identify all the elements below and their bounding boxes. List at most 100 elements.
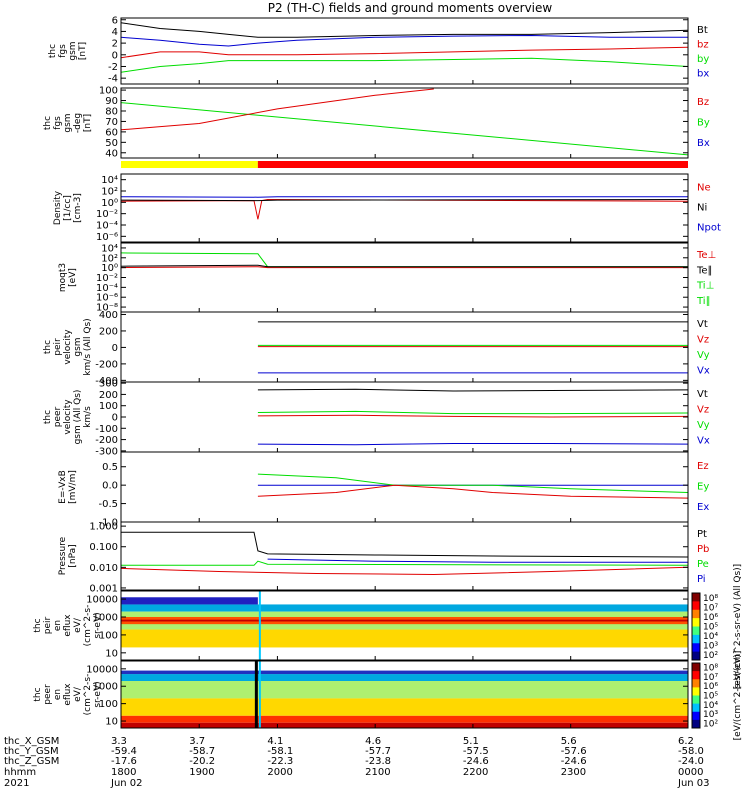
y-tick-label-1: 200 [99,326,118,337]
x-cell-4-0: Jun 02 [110,778,143,789]
colorbar-top-tick-label-4: 10⁴ [703,632,718,642]
y-tick-label-0: 1.000 [89,522,118,533]
heatmap-band-red [121,619,688,622]
y-axis-label-line-6: sr-eV) [93,681,103,707]
colorbar-bottom-swatch-2 [692,679,700,688]
x-cell-4-6: Jun 03 [677,778,710,789]
colorbar-top-tick-label-2: 10⁶ [703,613,718,623]
y-axis-label-line-0: moqt3 [58,263,68,292]
y-tick-label-3: 0 [112,50,118,61]
y-tick-label-1: 200 [99,390,118,401]
x-cell-3-3: 2100 [365,767,390,778]
colorbar-bottom-swatch-4 [692,695,700,705]
x-row-label-1: thc_Y_GSM [4,746,59,757]
colorbar-bottom-swatch-1 [692,671,700,680]
y-axis-label-line-0: E=-VxB [58,470,68,504]
y-axis-label-line-2: [cm-3] [73,193,83,223]
series-line-2 [120,264,688,268]
x-cell-1-5: -57.6 [561,746,587,757]
y-axis-label-line-3: gsm (All Qs) [73,390,83,445]
x-cell-1-4: -57.5 [463,746,489,757]
colorbar-top-tick-label-6: 10² [703,651,718,661]
y-tick-label-5: 10⁻⁶ [96,232,118,243]
legend-entry-2: Pe [697,559,709,570]
y-tick-label-2: 80 [105,106,118,117]
x-cell-0-2: 4.1 [267,736,283,747]
heatmap-band-blue [121,604,688,612]
colorbar-bottom-tick-label-1: 10⁷ [703,673,718,683]
y-tick-label-2: 100 [99,401,118,412]
x-cell-2-4: -24.6 [463,756,489,767]
y-tick-label-5: 10⁻⁶ [96,293,118,304]
heatmap-band-orange [121,715,688,723]
x-cell-3-1: 1900 [189,767,214,778]
series-line-2 [257,414,689,418]
series-line-0 [120,252,688,268]
y-axis-label-line-2: velocity [63,329,73,365]
heatmap-band-navy [121,597,258,605]
x-cell-0-6: 6.2 [678,736,694,747]
panel-frame [120,17,689,85]
y-tick-label-6: 40 [105,148,118,159]
y-axis-label-line-0: thc [43,410,53,424]
y-axis-label-line-1: [eV] [68,268,78,287]
legend-entry-0: Vt [697,389,708,400]
colorbar-bottom-frame [691,662,701,729]
colorbar-top-frame [691,592,701,661]
y-axis-label-line-5: (cm^2-s- [83,605,93,647]
series-line-1 [120,34,688,47]
series-line-2 [120,199,689,202]
y-tick-label-3: 0 [112,413,118,424]
x-cell-3-5: 2300 [561,767,586,778]
legend-entry-0: Ne [697,183,711,194]
y-tick-label-4: 10⁻⁴ [96,283,118,294]
y-axis-label-line-4: eV/ [73,686,83,702]
panel-5: 400 200 0 -200 -400 thc peir velocity gsm km/s (A… [43,310,710,387]
panel-frame [120,173,689,243]
x-row-label-0: thc_X_GSM [4,736,59,747]
colorbar-bottom-swatch-3 [692,687,700,696]
y-axis-label-line-2: en [53,620,63,631]
colorbar-top-swatch-5 [692,634,700,644]
legend-entry-2: Ti⊥ [696,281,714,292]
y-tick-label-3: -1.0 [98,518,118,529]
y-axis-label-line-1: [nPa] [68,544,78,567]
series-line-3 [257,443,689,446]
legend-entry-1: Ni [697,203,707,214]
y-tick-label-6: 10⁻⁸ [96,303,118,314]
y-axis-label-line-3: eflux [63,683,73,706]
heatmap-band-red [121,722,688,728]
x-cell-2-1: -20.2 [189,756,215,767]
x-cell-0-0: 3.3 [111,736,127,747]
y-axis-label-line-0: Pressure [58,536,68,575]
y-tick-label-0: 6 [112,15,118,26]
x-cell-1-1: -58.7 [189,746,215,757]
legend-entry-1: Pb [697,544,709,555]
series-line-1 [257,410,689,415]
y-tick-label-3: 10 [105,648,118,659]
colorbar-top-tick-label-0: 10⁸ [703,594,718,604]
legend-entry-2: Ex [697,502,709,513]
x-cell-2-3: -23.8 [365,756,391,767]
legend-entry-0: Te⊥ [696,250,716,261]
series-line-1 [120,266,688,269]
legend-entry-1: Ey [697,482,709,493]
x-cell-0-3: 4.6 [365,736,381,747]
y-axis-label-line-1: peer [53,406,63,427]
legend-entry-3: Pi [697,574,706,585]
y-tick-label-0: 10000 [86,664,118,675]
x-row-label-3: hhmm [4,767,36,778]
x-row-label-4: 2021 [4,778,29,789]
y-tick-label-2: 10⁰ [101,263,118,274]
y-axis-label-line-1: peer [43,684,53,705]
y-tick-label-3: 10 [105,717,118,728]
y-axis-label-line-4: [nT] [83,114,93,132]
legend-entry-2: Bx [697,138,710,149]
y-tick-label-0: 300 [99,379,118,390]
y-tick-label-1: 1000 [93,612,118,623]
x-cell-0-5: 5.6 [561,736,577,747]
